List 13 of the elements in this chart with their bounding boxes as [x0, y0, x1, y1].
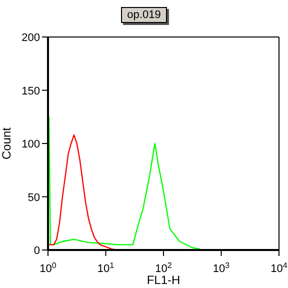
- x-tick-label: 10$^{1}$: [97, 260, 115, 275]
- y-axis-title: Count: [0, 126, 14, 160]
- y-tick-label: 200: [22, 32, 40, 44]
- x-axis-title: FL1-H: [146, 273, 180, 287]
- x-tick-label: 10$^{3}$: [212, 260, 230, 275]
- y-tick-label: 0: [34, 245, 40, 257]
- y-tick-label: 150: [22, 85, 40, 98]
- chart-title: op.019: [121, 7, 167, 23]
- y-tick-label: 100: [22, 138, 40, 150]
- x-tick-label: 10$^{4}$: [270, 260, 288, 275]
- x-tick-label: 10$^{2}$: [155, 260, 172, 275]
- y-tick-label: 50: [28, 192, 40, 204]
- x-tick-label: 10$^{0}$: [40, 260, 57, 275]
